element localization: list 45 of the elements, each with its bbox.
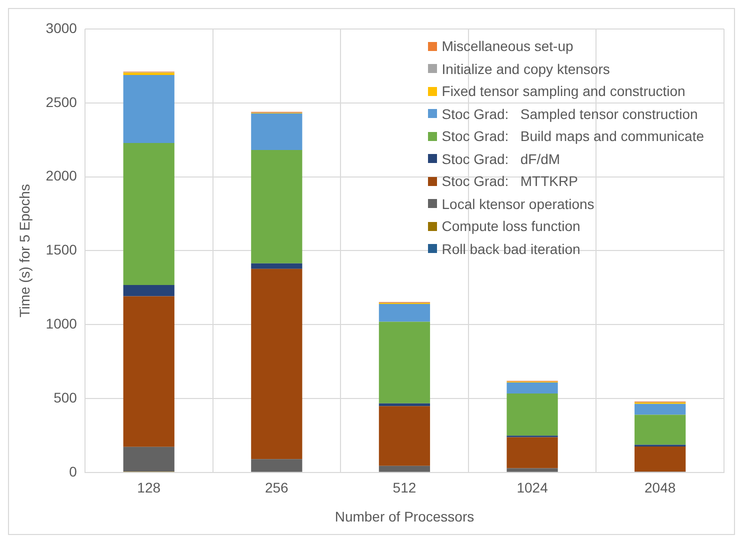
legend-label: Compute loss function	[442, 217, 580, 236]
bar	[378, 322, 430, 404]
y-tick-label: 2000	[46, 168, 78, 184]
legend-label: Initialize and copy ktensors	[442, 60, 610, 79]
x-axis-title: Number of Processors	[334, 508, 474, 524]
bar	[378, 304, 430, 322]
x-tick-label: 128	[137, 480, 161, 496]
legend-label: Local ktensor operations	[442, 194, 594, 214]
legend-label: Roll back bad iteration	[442, 240, 580, 258]
bar	[123, 142, 174, 285]
x-tick-label: 256	[264, 480, 289, 496]
legend-label: Stoc Grad: Build maps and communicate	[442, 127, 704, 146]
bar	[251, 263, 302, 269]
legend-label: Stoc Grad: Sampled tensor construction	[442, 104, 698, 124]
y-axis-title: Time (s) for 5 Epochs	[16, 184, 32, 318]
bar	[506, 393, 558, 436]
x-tick-label: 1024	[516, 480, 548, 496]
bar	[123, 74, 174, 143]
legend-label: Stoc Grad: MTTKRP	[442, 172, 578, 191]
bar	[634, 446, 686, 472]
bar	[123, 446, 174, 472]
bar	[251, 114, 302, 150]
bar	[506, 468, 558, 472]
bar	[123, 284, 174, 296]
bar	[251, 150, 302, 264]
bar	[251, 268, 302, 460]
y-tick-label: 1500	[46, 242, 78, 258]
bar	[506, 437, 558, 468]
x-tick-label: 512	[392, 480, 416, 496]
bar	[378, 466, 430, 472]
legend-label: Fixed tensor sampling and construction	[442, 82, 686, 101]
bar	[251, 459, 302, 472]
bar	[634, 414, 686, 445]
y-tick-label: 2500	[46, 94, 78, 110]
y-tick-label: 500	[54, 389, 78, 406]
y-tick-label: 0	[69, 463, 78, 480]
legend-label: Stoc Grad: dF/dM	[442, 150, 560, 168]
bar	[123, 296, 174, 447]
x-tick-label: 2048	[644, 480, 676, 496]
bar	[378, 406, 430, 466]
y-tick-label: 1000	[46, 315, 78, 332]
bar	[506, 382, 558, 394]
legend-label: Miscellaneous set-up	[442, 37, 574, 56]
y-tick-label: 3000	[46, 20, 78, 36]
bar	[634, 404, 686, 415]
